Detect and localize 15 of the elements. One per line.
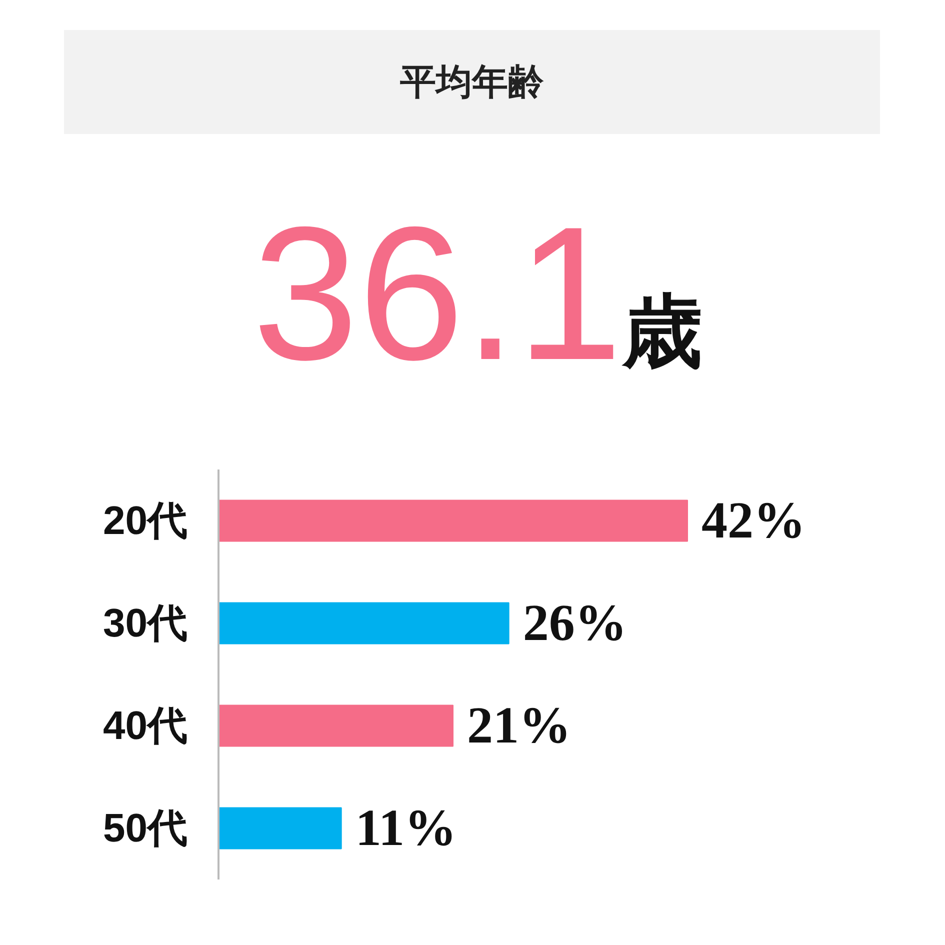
y-tick-label: 40代 xyxy=(103,704,188,748)
text: 歳 xyxy=(622,287,702,376)
bar xyxy=(218,807,342,850)
bar xyxy=(218,704,454,747)
y-tick-label: 30代 xyxy=(103,601,188,646)
data-label: 42% xyxy=(702,492,806,550)
bar xyxy=(218,500,688,542)
y-tick-label: 20代 xyxy=(103,498,188,543)
y-tick-label: 50代 xyxy=(103,806,188,850)
data-label: 21% xyxy=(467,697,571,754)
chart-title: 平均年齢 xyxy=(400,60,544,104)
bar xyxy=(218,602,510,644)
text: 36.1 xyxy=(252,188,622,400)
data-label: 26% xyxy=(522,594,627,652)
data-label: 11% xyxy=(355,800,456,857)
